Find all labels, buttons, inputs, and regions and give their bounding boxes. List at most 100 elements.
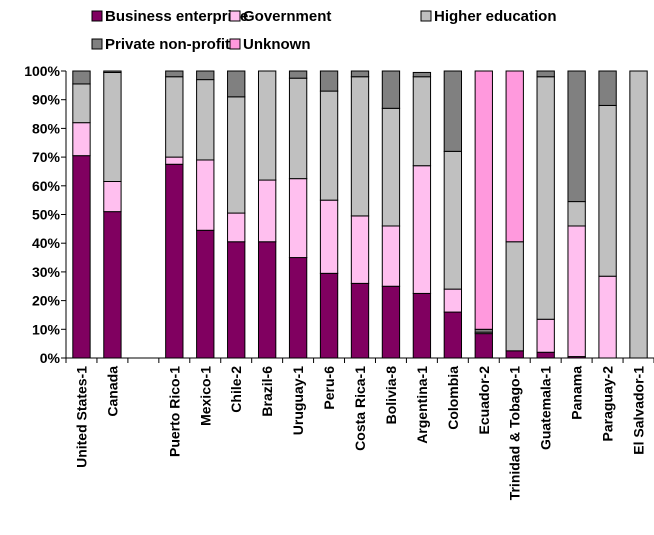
bar-business-enterprise-brazil-6 [257, 241, 277, 359]
bar-business-enterprise-argentina-1 [412, 292, 432, 359]
bar-private-non-profit-mexico-1 [196, 70, 215, 81]
bar-business-enterprise-canada [103, 211, 122, 359]
bar-higher-education-trinidad-and-tobago-1 [505, 241, 524, 352]
legend-item-private-non-profit: Private non-profit [91, 36, 230, 53]
bar-private-non-profit-chile-2 [227, 70, 246, 98]
x-tick-label-panama: Panama [569, 366, 585, 420]
bar-private-non-profit-paraguay-2 [598, 70, 617, 106]
bar-government-argentina-1 [412, 165, 432, 294]
bar-group-puerto-rico-1 [165, 70, 184, 359]
bar-government-mexico-1 [196, 159, 215, 231]
bar-group-argentina-1 [412, 71, 432, 359]
bar-government-paraguay-2 [598, 275, 617, 359]
bar-group-chile-2 [227, 70, 246, 359]
legend-item-government: Government [229, 8, 331, 25]
bar-government-brazil-6 [257, 179, 277, 243]
x-tick-label-bolivia-8: Bolivia-8 [383, 366, 399, 425]
y-tick-label: 10% [32, 321, 61, 337]
legend-item-higher-education: Higher education [420, 8, 557, 25]
x-axis: United States-1 Canada Puerto Rico-1 Mexico… [65, 357, 654, 501]
bar-private-non-profit-uruguay-1 [288, 70, 308, 79]
bar-business-enterprise-colombia [443, 311, 463, 359]
legend-item-unknown: Unknown [229, 36, 311, 53]
x-tick-label-costa-rica-1: Costa Rica-1 [352, 366, 368, 451]
bar-private-non-profit-united-states-1 [72, 70, 91, 85]
bar-government-guatemala-1 [536, 318, 555, 353]
bar-higher-education-bolivia-8 [381, 107, 401, 227]
bar-higher-education-panama [567, 201, 586, 227]
legend-swatch [229, 10, 241, 22]
legend-swatch [229, 38, 241, 50]
legend-item-business-enterprise: Business enterprise [91, 8, 248, 25]
x-tick-label-guatemala-1: Guatemala-1 [538, 366, 554, 450]
bar-private-non-profit-colombia [443, 70, 463, 152]
bar-higher-education-mexico-1 [196, 79, 215, 161]
bar-group-mexico-1 [196, 70, 215, 359]
bar-group-el-salvador-1 [629, 70, 648, 359]
bar-government-bolivia-8 [381, 225, 401, 287]
bar-private-non-profit-argentina-1 [412, 71, 432, 78]
bar-private-non-profit-costa-rica-1 [350, 70, 370, 78]
bar-business-enterprise-chile-2 [227, 241, 246, 359]
bar-higher-education-united-states-1 [72, 83, 91, 124]
bar-group-uruguay-1 [288, 70, 308, 359]
bar-business-enterprise-mexico-1 [196, 229, 215, 359]
bar-business-enterprise-ecuador-2 [474, 333, 493, 359]
y-tick-label: 90% [32, 92, 61, 108]
bar-higher-education-el-salvador-1 [629, 70, 648, 359]
bar-government-puerto-rico-1 [165, 156, 184, 165]
bar-higher-education-costa-rica-1 [350, 76, 370, 217]
bar-government-costa-rica-1 [350, 215, 370, 284]
y-tick-label: 60% [32, 178, 61, 194]
bar-higher-education-brazil-6 [257, 70, 277, 181]
bar-group-colombia [443, 70, 463, 359]
legend-label: Unknown [243, 36, 311, 53]
bar-higher-education-colombia [443, 150, 463, 290]
bar-private-non-profit-peru-6 [319, 70, 339, 92]
x-tick-label-paraguay-2: Paraguay-2 [600, 366, 616, 442]
y-tick-label: 0% [40, 350, 61, 366]
bar-group-guatemala-1 [536, 70, 555, 359]
x-tick-label-puerto-rico-1: Puerto Rico-1 [166, 366, 182, 457]
bar-private-non-profit-bolivia-8 [381, 70, 401, 109]
legend-label: Higher education [434, 8, 557, 25]
bar-group-costa-rica-1 [350, 70, 370, 359]
bar-business-enterprise-trinidad-and-tobago-1 [505, 350, 524, 359]
legend-swatch [91, 10, 103, 22]
bar-business-enterprise-costa-rica-1 [350, 282, 370, 359]
bar-business-enterprise-united-states-1 [72, 155, 91, 359]
y-tick-label: 30% [32, 264, 61, 280]
bar-private-non-profit-panama [567, 70, 586, 203]
bar-higher-education-puerto-rico-1 [165, 76, 184, 158]
bar-business-enterprise-bolivia-8 [381, 285, 401, 359]
bar-higher-education-guatemala-1 [536, 76, 555, 320]
bar-group-canada [103, 70, 122, 359]
bar-higher-education-paraguay-2 [598, 104, 617, 277]
x-tick-label-uruguay-1: Uruguay-1 [290, 366, 306, 435]
bar-government-chile-2 [227, 212, 246, 243]
x-tick-label-brazil-6: Brazil-6 [259, 366, 275, 417]
bar-government-uruguay-1 [288, 178, 308, 259]
x-tick-label-argentina-1: Argentina-1 [414, 366, 430, 444]
bar-group-ecuador-2 [474, 70, 493, 359]
bar-government-panama [567, 225, 586, 358]
bar-group-bolivia-8 [381, 70, 401, 359]
x-tick-label-trinidad-and-tobago-1: Trinidad & Tobago-1 [507, 366, 523, 501]
bar-group-peru-6 [319, 70, 339, 359]
legend-label: Business enterprise [105, 8, 248, 25]
y-tick-label: 50% [32, 207, 61, 223]
y-tick-label: 100% [24, 63, 60, 79]
x-tick-label-mexico-1: Mexico-1 [197, 366, 213, 426]
bar-group-paraguay-2 [598, 70, 617, 359]
bar-business-enterprise-guatemala-1 [536, 351, 555, 359]
bar-unknown-ecuador-2 [474, 70, 493, 330]
x-tick-label-united-states-1: United States-1 [73, 366, 89, 468]
bar-business-enterprise-uruguay-1 [288, 257, 308, 359]
y-tick-label: 70% [32, 149, 61, 165]
bar-government-peru-6 [319, 199, 339, 274]
x-tick-label-peru-6: Peru-6 [321, 366, 337, 410]
y-tick-label: 80% [32, 120, 61, 136]
x-tick-label-chile-2: Chile-2 [228, 366, 244, 413]
